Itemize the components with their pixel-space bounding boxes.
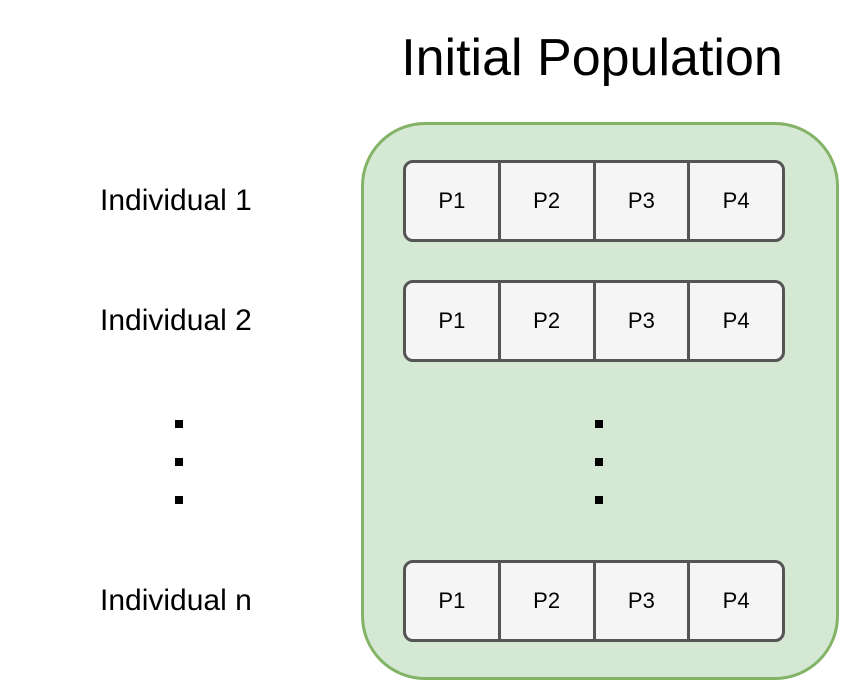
gene-cell: P3 (596, 163, 691, 239)
page-title: Initial Population (401, 29, 783, 87)
ellipsis-dot (175, 496, 183, 504)
gene-cell: P2 (501, 563, 596, 639)
individual-label: Individual 2 (100, 304, 252, 337)
chromosome: P1 P2 P3 P4 (403, 160, 785, 242)
gene-cell: P3 (596, 283, 691, 359)
gene-cell: P1 (406, 563, 501, 639)
chromosome: P1 P2 P3 P4 (403, 560, 785, 642)
gene-cell: P2 (501, 283, 596, 359)
chromosome: P1 P2 P3 P4 (403, 280, 785, 362)
ellipsis-dot (595, 458, 603, 466)
ellipsis-dot (175, 420, 183, 428)
ellipsis-dot (595, 420, 603, 428)
gene-cell: P4 (722, 188, 750, 213)
gene-cell: P4 (722, 308, 750, 333)
gene-cell: P1 (406, 163, 501, 239)
ellipsis-dot (595, 496, 603, 504)
gene-cell: P1 (406, 283, 501, 359)
gene-cell: P4 (722, 588, 750, 613)
individual-label: Individual 1 (100, 184, 252, 217)
gene-cell: P2 (501, 163, 596, 239)
gene-cell: P3 (596, 563, 691, 639)
individual-label: Individual n (100, 584, 252, 617)
ellipsis-dot (175, 458, 183, 466)
